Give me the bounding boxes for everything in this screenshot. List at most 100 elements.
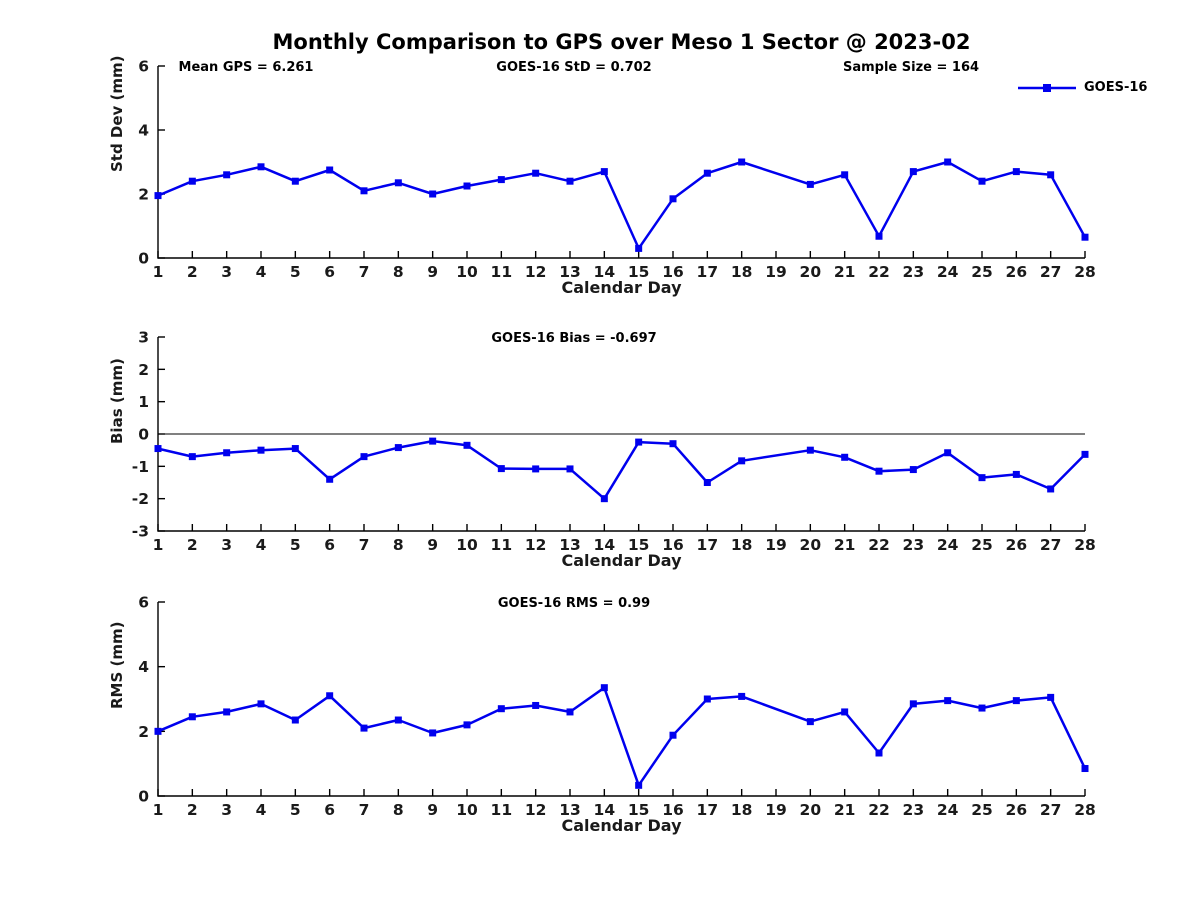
plot3-x-tick-label: 19 (765, 801, 787, 819)
plot2-x-tick-label: 21 (834, 536, 856, 554)
plot2-data-point-marker (291, 445, 299, 453)
plot2-x-tick-label: 10 (456, 536, 478, 554)
plot3-data-point-marker (841, 708, 849, 716)
plot3-y-tick-label: 6 (138, 594, 149, 612)
plot3-x-tick-label: 27 (1040, 801, 1062, 819)
plot1-data-point-marker (463, 182, 471, 190)
plot2-data-point-marker (909, 466, 917, 474)
plot3-x-tick-label: 15 (628, 801, 650, 819)
plot3-x-tick-label: 28 (1074, 801, 1096, 819)
plot3-x-tick-label: 13 (559, 801, 581, 819)
plot1-x-tick-label: 13 (559, 263, 581, 281)
plot2-x-tick-label: 16 (662, 536, 684, 554)
plot2-x-tick-label: 19 (765, 536, 787, 554)
plot2-x-tick-label: 14 (594, 536, 616, 554)
plot1-data-point-marker (875, 232, 883, 240)
plot3-data-point-marker (532, 701, 540, 709)
plot3-x-tick-label: 12 (525, 801, 547, 819)
plot3-x-tick-label: 20 (800, 801, 822, 819)
plot2-data-point-marker (154, 445, 162, 453)
plot3-x-tick-label: 4 (256, 801, 267, 819)
plot3-data-point-marker (669, 731, 677, 739)
figure-title: Monthly Comparison to GPS over Meso 1 Se… (272, 30, 971, 54)
plot1-data-point-marker (978, 177, 986, 185)
plot3-data-point-marker (463, 721, 471, 729)
plot2-x-tick-label: 24 (937, 536, 959, 554)
plot2-x-tick-label: 22 (868, 536, 890, 554)
plot3-data-point-marker (978, 704, 986, 712)
plot2-data-point-marker (188, 453, 196, 461)
plot1-x-tick-label: 2 (187, 263, 198, 281)
plot2-data-point-marker (600, 495, 608, 503)
plot2-data-point-marker (806, 446, 814, 454)
plot2-data-point-marker (566, 465, 574, 473)
plot2-data-point-marker (257, 446, 265, 454)
plot1-series-line (157, 160, 1087, 250)
plot3-x-tick-label: 7 (359, 801, 370, 819)
plot3-data-point-marker (703, 695, 711, 703)
plot2-data-point-marker (532, 465, 540, 473)
legend-line-sample-icon (1018, 83, 1076, 92)
plot3-x-tick-label: 25 (971, 801, 993, 819)
plot1-x-tick-label: 5 (290, 263, 301, 281)
plot1-data-point-marker (394, 179, 402, 187)
plot3-x-tick-label: 10 (456, 801, 478, 819)
plot2-data-point-marker (1081, 450, 1089, 458)
plot1-data-point-marker (188, 177, 196, 185)
plot2-x-tick-label: 18 (731, 536, 753, 554)
plot3-data-point-marker (394, 716, 402, 724)
plot2-y-tick-label: 0 (138, 426, 149, 444)
subplot-title-rms: GOES-16 RMS = 0.99 (497, 596, 651, 611)
plot1-data-point-marker (154, 192, 162, 200)
plot1-x-tick-label: 4 (256, 263, 267, 281)
plot3-x-tick-label: 5 (290, 801, 301, 819)
plot1-y-tick-label: 4 (138, 122, 149, 140)
plot1-data-point-marker (566, 177, 574, 185)
x-axis-label-plot1: Calendar Day (561, 278, 682, 297)
plot3-x-tick-label: 14 (594, 801, 616, 819)
x-axis-label-plot2: Calendar Day (561, 551, 682, 570)
plot3-x-tick-label: 23 (903, 801, 925, 819)
plot2-x-tick-label: 28 (1074, 536, 1096, 554)
plot2-x-tick-label: 26 (1006, 536, 1028, 554)
plot3-y-tick-label: 2 (138, 723, 149, 741)
plot3-x-tick-label: 6 (324, 801, 335, 819)
plot1-data-point-marker (291, 177, 299, 185)
plot1-data-point-marker (703, 169, 711, 177)
plot1-y-tick-label: 0 (138, 250, 149, 268)
plot3-data-point-marker (360, 724, 368, 732)
plot1-y-tick-label: 6 (138, 58, 149, 76)
plot1-x-tick-label: 26 (1006, 263, 1028, 281)
plot3-data-point-marker (188, 713, 196, 721)
plot3-data-point-marker (497, 705, 505, 713)
plot3-data-point-marker (566, 708, 574, 716)
y-axis-label-bias: Bias (mm) (108, 358, 126, 444)
plot3-data-point-marker (326, 692, 334, 700)
plot2-x-tick-label: 11 (491, 536, 513, 554)
plot2-y-tick-label: 3 (138, 329, 149, 347)
plot1-x-tick-label: 10 (456, 263, 478, 281)
plot2-data-point-marker (394, 444, 402, 452)
plot2-data-point-marker (326, 475, 334, 483)
plot3-x-tick-label: 1 (153, 801, 164, 819)
x-axis-label-plot3: Calendar Day (561, 816, 682, 835)
plot2-data-point-marker (429, 437, 437, 445)
subplot-title-bias: GOES-16 Bias = -0.697 (491, 331, 657, 346)
plot1-data-point-marker (909, 168, 917, 176)
plot2-data-point-marker (841, 453, 849, 461)
plot3-data-point-marker (909, 700, 917, 708)
plot3-x-tick-label: 2 (187, 801, 198, 819)
plot1-x-tick-label: 24 (937, 263, 959, 281)
plot1-x-tick-label: 8 (393, 263, 404, 281)
annotation-mean-gps: Mean GPS = 6.261 (178, 60, 314, 75)
plot3-x-tick-label: 16 (662, 801, 684, 819)
plot1-x-tick-label: 11 (491, 263, 513, 281)
plot1-x-tick-label: 25 (971, 263, 993, 281)
plot1-x-tick-label: 14 (594, 263, 616, 281)
plot1-x-tick-label: 16 (662, 263, 684, 281)
plot2-x-tick-label: 8 (393, 536, 404, 554)
plot1-x-tick-label: 28 (1074, 263, 1096, 281)
plot3-data-point-marker (429, 729, 437, 737)
plot3-data-point-marker (1012, 697, 1020, 705)
